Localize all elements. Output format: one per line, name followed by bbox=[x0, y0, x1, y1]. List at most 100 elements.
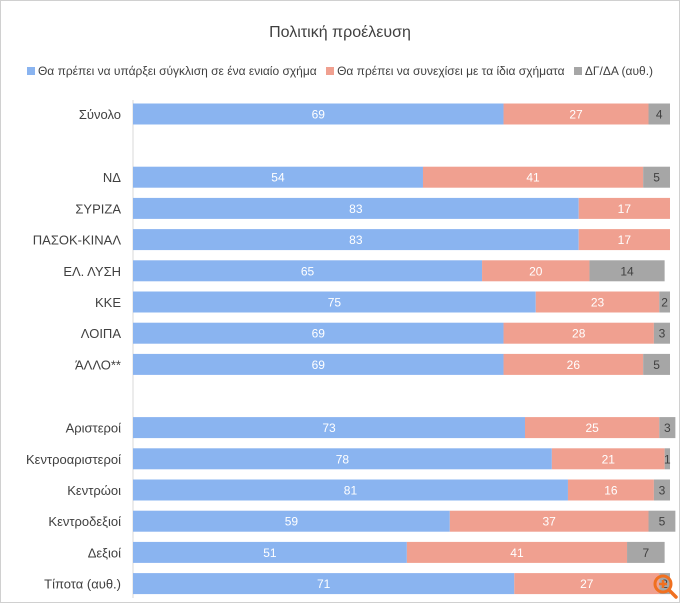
data-label: 14 bbox=[620, 264, 634, 278]
data-label: 25 bbox=[585, 421, 599, 435]
bar-segment bbox=[551, 448, 665, 470]
bar-segment bbox=[653, 479, 670, 501]
category-label: ΆΛΛΟ** bbox=[75, 357, 121, 372]
bar-segment bbox=[627, 541, 665, 563]
category-label: ΝΔ bbox=[103, 170, 121, 185]
category-label: Τίποτα (αυθ.) bbox=[44, 577, 121, 592]
bar-segment bbox=[133, 166, 423, 188]
bar-segment bbox=[643, 166, 670, 188]
category-label: ΣΥΡΙΖΑ bbox=[75, 201, 121, 216]
data-label: 69 bbox=[312, 108, 326, 122]
data-label: 20 bbox=[529, 264, 543, 278]
category-label: Κεντροαριστεροί bbox=[26, 452, 121, 467]
bar-segment bbox=[133, 573, 515, 595]
data-label: 69 bbox=[312, 327, 326, 341]
legend-swatch bbox=[326, 67, 335, 75]
data-label: 16 bbox=[604, 484, 618, 498]
data-label: 54 bbox=[271, 171, 285, 185]
data-label: 4 bbox=[656, 108, 663, 122]
data-label: 51 bbox=[263, 546, 277, 560]
category-label: ΛΟΙΠΑ bbox=[81, 326, 122, 341]
category-label: Κεντροδεξιοί bbox=[48, 514, 121, 529]
bar-segment bbox=[648, 510, 676, 532]
bar-segment bbox=[503, 103, 649, 125]
category-label: ΕΛ. ΛΥΣΗ bbox=[63, 264, 121, 279]
data-label: 2 bbox=[661, 296, 668, 310]
bar-segment bbox=[133, 103, 504, 125]
data-label: 3 bbox=[659, 484, 666, 498]
bar-segment bbox=[525, 417, 660, 439]
data-label: 83 bbox=[349, 202, 363, 216]
bar-segment bbox=[133, 448, 552, 470]
bar-segment bbox=[133, 353, 504, 375]
bar-segment bbox=[422, 166, 644, 188]
bar-segment bbox=[567, 479, 654, 501]
bar-segment bbox=[133, 479, 568, 501]
bar-segment bbox=[482, 260, 590, 282]
data-label: 26 bbox=[567, 358, 581, 372]
legend-item-convergence: Θα πρέπει να υπάρξει σύγκλιση σε ένα ενι… bbox=[26, 64, 317, 78]
bar-segment bbox=[659, 291, 670, 313]
bar-segment bbox=[648, 103, 670, 125]
bar-segment bbox=[133, 260, 483, 282]
bar-segment bbox=[133, 417, 526, 439]
bar-segment bbox=[653, 322, 670, 344]
legend-label: ΔΓ/ΔΑ (αυθ.) bbox=[584, 64, 654, 78]
data-label: 73 bbox=[322, 421, 336, 435]
category-label: ΠΑΣΟΚ-ΚΙΝΑΛ bbox=[33, 233, 122, 248]
data-label: 81 bbox=[344, 484, 358, 498]
data-label: 5 bbox=[653, 358, 660, 372]
bar-segment bbox=[133, 322, 504, 344]
legend-swatch bbox=[26, 67, 35, 75]
data-label: 1 bbox=[664, 452, 671, 466]
data-label: 5 bbox=[653, 171, 660, 185]
bar-segment bbox=[406, 541, 628, 563]
legend-swatch bbox=[573, 67, 582, 75]
bar-segment bbox=[133, 197, 579, 219]
bar-segment bbox=[535, 291, 660, 313]
legend-item-continue: Θα πρέπει να συνεχίσει με τα ίδια σχήματ… bbox=[326, 64, 565, 78]
legend-item-dk: ΔΓ/ΔΑ (αυθ.) bbox=[573, 64, 654, 78]
bar-segment bbox=[643, 353, 670, 375]
data-label: 75 bbox=[328, 296, 342, 310]
data-label: 3 bbox=[664, 421, 671, 435]
data-label: 27 bbox=[569, 108, 583, 122]
bar-segment bbox=[133, 510, 450, 532]
data-label: 71 bbox=[317, 577, 331, 591]
bar-segment bbox=[503, 322, 654, 344]
legend: Θα πρέπει να υπάρξει σύγκλιση σε ένα ενι… bbox=[0, 64, 680, 78]
data-label: 3 bbox=[659, 327, 666, 341]
bar-segment bbox=[133, 229, 579, 251]
bar-segment bbox=[514, 573, 660, 595]
data-label: 7 bbox=[642, 546, 649, 560]
category-label: Δεξιοί bbox=[88, 545, 121, 560]
bar-segment bbox=[578, 229, 670, 251]
category-label: Σύνολο bbox=[79, 107, 121, 122]
data-label: 23 bbox=[591, 296, 605, 310]
data-label: 41 bbox=[526, 171, 540, 185]
category-label: ΚΚΕ bbox=[95, 295, 121, 310]
data-label: 27 bbox=[580, 577, 594, 591]
bar-segment bbox=[664, 448, 670, 470]
data-label: 5 bbox=[659, 515, 666, 529]
bar-segment bbox=[578, 197, 670, 219]
data-label: 17 bbox=[618, 202, 632, 216]
zoom-in-icon[interactable] bbox=[652, 573, 678, 599]
legend-label: Θα πρέπει να υπάρξει σύγκλιση σε ένα ενι… bbox=[37, 64, 317, 78]
bar-segment bbox=[449, 510, 649, 532]
data-label: 21 bbox=[602, 452, 616, 466]
data-label: 59 bbox=[285, 515, 299, 529]
data-label: 28 bbox=[572, 327, 586, 341]
data-label: 37 bbox=[542, 515, 556, 529]
data-label: 41 bbox=[510, 546, 524, 560]
bar-segment bbox=[133, 291, 536, 313]
data-label: 65 bbox=[301, 264, 315, 278]
bar-segment bbox=[659, 417, 676, 439]
data-label: 69 bbox=[312, 358, 326, 372]
data-label: 17 bbox=[618, 233, 632, 247]
legend-label: Θα πρέπει να συνεχίσει με τα ίδια σχήματ… bbox=[337, 64, 565, 78]
data-label: 78 bbox=[336, 452, 350, 466]
category-label: Κεντρώοι bbox=[67, 483, 121, 498]
chart-title: Πολιτική προέλευση bbox=[269, 24, 411, 41]
